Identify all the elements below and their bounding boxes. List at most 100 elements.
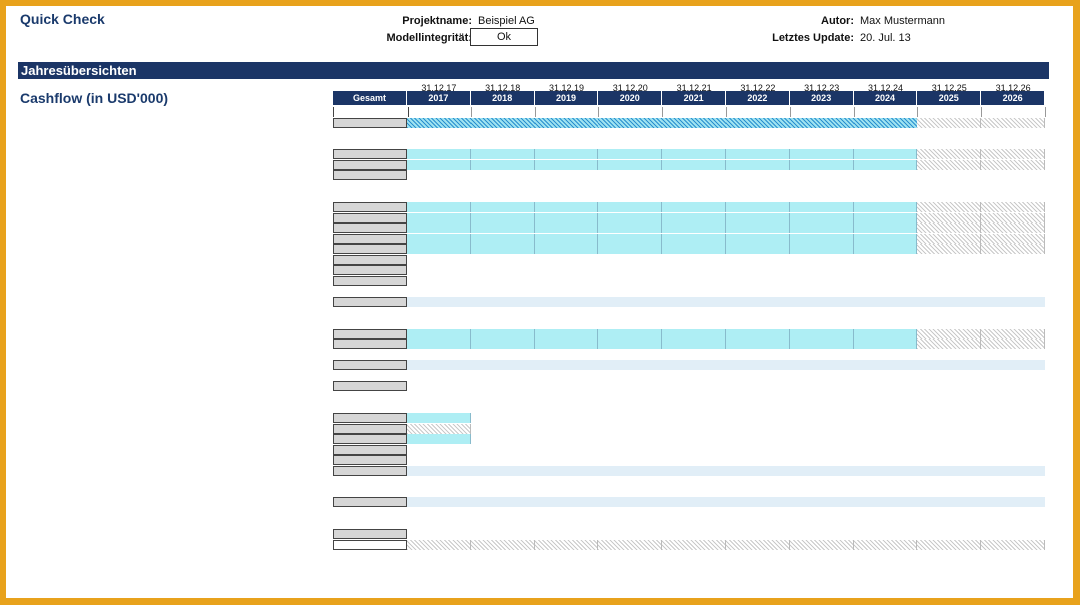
value-cell[interactable] bbox=[598, 159, 663, 170]
value-cell[interactable] bbox=[470, 159, 535, 170]
value-cell[interactable] bbox=[789, 233, 854, 244]
value-cell[interactable] bbox=[470, 244, 535, 255]
value-cell[interactable] bbox=[789, 339, 854, 350]
value-cell bbox=[854, 455, 918, 465]
row-label bbox=[20, 128, 330, 138]
value-cell[interactable] bbox=[407, 339, 471, 350]
value-cell[interactable] bbox=[407, 159, 471, 170]
value-cell bbox=[471, 466, 535, 476]
value-cell[interactable] bbox=[726, 328, 790, 339]
value-cell[interactable] bbox=[470, 149, 535, 160]
value-cell[interactable] bbox=[662, 233, 726, 244]
value-cell[interactable] bbox=[662, 149, 726, 160]
value-cell[interactable] bbox=[853, 201, 918, 212]
value-cell bbox=[981, 107, 1046, 117]
value-cell[interactable] bbox=[598, 244, 663, 255]
value-cell[interactable] bbox=[789, 201, 854, 212]
value-cell bbox=[534, 117, 599, 128]
value-cell[interactable] bbox=[470, 339, 535, 350]
value-cell bbox=[790, 381, 854, 391]
value-cell[interactable] bbox=[662, 339, 726, 350]
value-cell[interactable] bbox=[407, 212, 471, 223]
value-cell[interactable] bbox=[662, 159, 726, 170]
value-cell[interactable] bbox=[726, 244, 790, 255]
value-cell[interactable] bbox=[853, 223, 918, 234]
value-cell[interactable] bbox=[726, 201, 790, 212]
value-cell[interactable] bbox=[726, 149, 790, 160]
value-cell[interactable] bbox=[534, 244, 599, 255]
value-cell[interactable] bbox=[598, 149, 663, 160]
row-label bbox=[28, 276, 338, 286]
value-cell[interactable] bbox=[534, 233, 599, 244]
author-value[interactable]: Max Mustermann bbox=[860, 15, 945, 27]
value-cell[interactable] bbox=[534, 223, 599, 234]
value-cell[interactable] bbox=[662, 212, 726, 223]
value-cell[interactable] bbox=[470, 212, 535, 223]
value-cell[interactable] bbox=[789, 149, 854, 160]
value-cell bbox=[726, 297, 790, 307]
value-cell[interactable] bbox=[598, 233, 663, 244]
value-cell[interactable] bbox=[789, 244, 854, 255]
value-cell[interactable] bbox=[789, 159, 854, 170]
value-cell[interactable] bbox=[726, 212, 790, 223]
value-cell[interactable] bbox=[534, 328, 599, 339]
value-cell bbox=[981, 529, 1045, 539]
value-cell[interactable] bbox=[534, 149, 599, 160]
row-label bbox=[20, 445, 330, 455]
value-cell[interactable] bbox=[534, 212, 599, 223]
value-cell bbox=[981, 233, 1045, 244]
value-cell bbox=[917, 466, 981, 476]
value-cell[interactable] bbox=[726, 223, 790, 234]
value-cell[interactable] bbox=[853, 212, 918, 223]
value-cell bbox=[981, 159, 1045, 170]
value-cell[interactable] bbox=[407, 201, 471, 212]
row-band bbox=[333, 497, 1045, 508]
value-cell[interactable] bbox=[407, 244, 471, 255]
row-label bbox=[20, 202, 330, 212]
value-cell[interactable] bbox=[598, 328, 663, 339]
year-header: 2025 bbox=[917, 91, 982, 105]
value-cell bbox=[407, 455, 471, 465]
value-cell[interactable] bbox=[534, 159, 599, 170]
value-cell bbox=[471, 455, 535, 465]
value-cell[interactable] bbox=[407, 223, 471, 234]
value-cell[interactable] bbox=[662, 223, 726, 234]
value-cell[interactable] bbox=[407, 149, 471, 160]
value-cell[interactable] bbox=[470, 223, 535, 234]
value-cell[interactable] bbox=[598, 223, 663, 234]
value-cell[interactable] bbox=[470, 201, 535, 212]
value-cell[interactable] bbox=[726, 339, 790, 350]
value-cell[interactable] bbox=[853, 244, 918, 255]
value-cell[interactable] bbox=[407, 328, 471, 339]
value-cell[interactable] bbox=[470, 233, 535, 244]
value-cell[interactable] bbox=[853, 328, 918, 339]
project-name-value[interactable]: Beispiel AG bbox=[478, 15, 535, 27]
value-cell[interactable] bbox=[407, 412, 471, 423]
value-cell[interactable] bbox=[407, 434, 471, 445]
value-cell[interactable] bbox=[789, 223, 854, 234]
value-cell bbox=[535, 466, 599, 476]
value-cell[interactable] bbox=[662, 328, 726, 339]
value-cell bbox=[854, 107, 919, 117]
value-cell[interactable] bbox=[598, 201, 663, 212]
value-cell[interactable] bbox=[853, 159, 918, 170]
value-cell[interactable] bbox=[534, 201, 599, 212]
value-cell[interactable] bbox=[853, 149, 918, 160]
year-header: 2017 bbox=[407, 91, 471, 105]
value-cell[interactable] bbox=[598, 339, 663, 350]
value-cell[interactable] bbox=[789, 212, 854, 223]
value-cell[interactable] bbox=[662, 201, 726, 212]
value-cell bbox=[917, 201, 982, 212]
value-cell[interactable] bbox=[789, 328, 854, 339]
value-cell bbox=[662, 413, 726, 423]
last-update-value[interactable]: 20. Jul. 13 bbox=[860, 32, 911, 44]
value-cell[interactable] bbox=[853, 233, 918, 244]
value-cell[interactable] bbox=[726, 159, 790, 170]
value-cell[interactable] bbox=[470, 328, 535, 339]
value-cell[interactable] bbox=[726, 233, 790, 244]
value-cell[interactable] bbox=[598, 212, 663, 223]
value-cell[interactable] bbox=[534, 339, 599, 350]
value-cell[interactable] bbox=[407, 233, 471, 244]
value-cell[interactable] bbox=[662, 244, 726, 255]
value-cell[interactable] bbox=[853, 339, 918, 350]
